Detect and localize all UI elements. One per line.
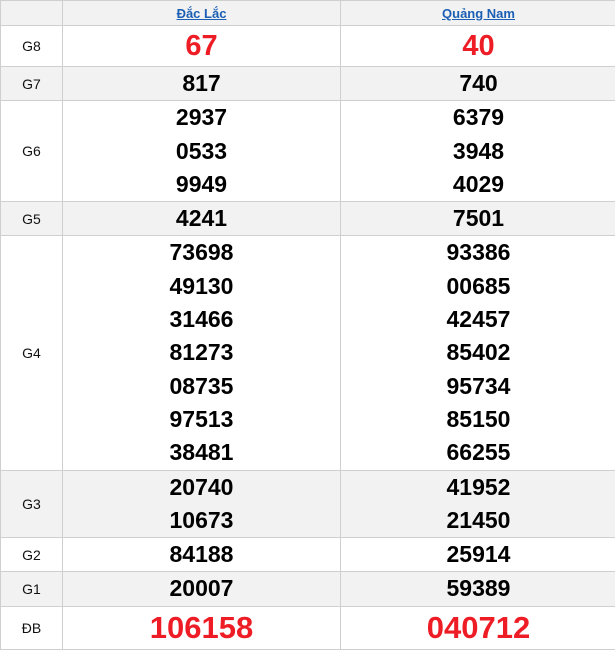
- result-number: 20740: [63, 471, 340, 504]
- result-number: 42457: [341, 303, 615, 336]
- province-link-dak-lak[interactable]: Đắc Lắc: [177, 6, 227, 21]
- prize-label: G5: [1, 202, 63, 236]
- result-cell: 59389: [341, 572, 615, 606]
- result-number: 817: [63, 67, 340, 100]
- prize-label: G2: [1, 538, 63, 572]
- result-number: 67: [63, 26, 340, 66]
- result-number: 106158: [63, 607, 340, 649]
- result-cell: 4241: [63, 202, 341, 236]
- result-number: 7501: [341, 202, 615, 235]
- result-number: 95734: [341, 370, 615, 403]
- result-number: 10673: [63, 504, 340, 537]
- prize-label: G4: [1, 236, 63, 470]
- result-number: 25914: [341, 538, 615, 571]
- result-number: 2937: [63, 101, 340, 134]
- prize-label: G7: [1, 67, 63, 101]
- result-number: 00685: [341, 270, 615, 303]
- result-number: 740: [341, 67, 615, 100]
- header-row: Đắc Lắc Quảng Nam: [1, 1, 615, 26]
- result-cell: 40: [341, 26, 615, 67]
- result-cell: 25914: [341, 538, 615, 572]
- result-number: 84188: [63, 538, 340, 571]
- result-cell: 740: [341, 67, 615, 101]
- result-number: 4241: [63, 202, 340, 235]
- result-cell: 7501: [341, 202, 615, 236]
- result-number: 40: [341, 26, 615, 66]
- prize-label: G1: [1, 572, 63, 606]
- result-number: 73698: [63, 236, 340, 269]
- result-number: 4029: [341, 168, 615, 201]
- corner-cell: [1, 1, 63, 26]
- province-header-1: Đắc Lắc: [63, 1, 341, 26]
- province-link-quang-nam[interactable]: Quảng Nam: [442, 6, 515, 21]
- result-number: 85402: [341, 336, 615, 369]
- prize-label: G8: [1, 26, 63, 67]
- result-number: 0533: [63, 135, 340, 168]
- result-number: 3948: [341, 135, 615, 168]
- result-number: 31466: [63, 303, 340, 336]
- result-cell: 20007: [63, 572, 341, 606]
- result-number: 21450: [341, 504, 615, 537]
- result-number: 66255: [341, 436, 615, 469]
- result-cell: 817: [63, 67, 341, 101]
- result-cell: 67: [63, 26, 341, 67]
- result-number: 59389: [341, 572, 615, 605]
- result-number: 20007: [63, 572, 340, 605]
- result-number: 85150: [341, 403, 615, 436]
- result-number: 97513: [63, 403, 340, 436]
- result-number: 49130: [63, 270, 340, 303]
- result-number: 93386: [341, 236, 615, 269]
- prize-label: G6: [1, 101, 63, 202]
- result-number: 9949: [63, 168, 340, 201]
- prize-label: G3: [1, 470, 63, 538]
- province-header-2: Quảng Nam: [341, 1, 615, 26]
- result-number: 6379: [341, 101, 615, 134]
- result-number: 08735: [63, 370, 340, 403]
- result-number: 38481: [63, 436, 340, 469]
- result-number: 040712: [341, 607, 615, 649]
- result-number: 41952: [341, 471, 615, 504]
- result-number: 81273: [63, 336, 340, 369]
- result-cell: 84188: [63, 538, 341, 572]
